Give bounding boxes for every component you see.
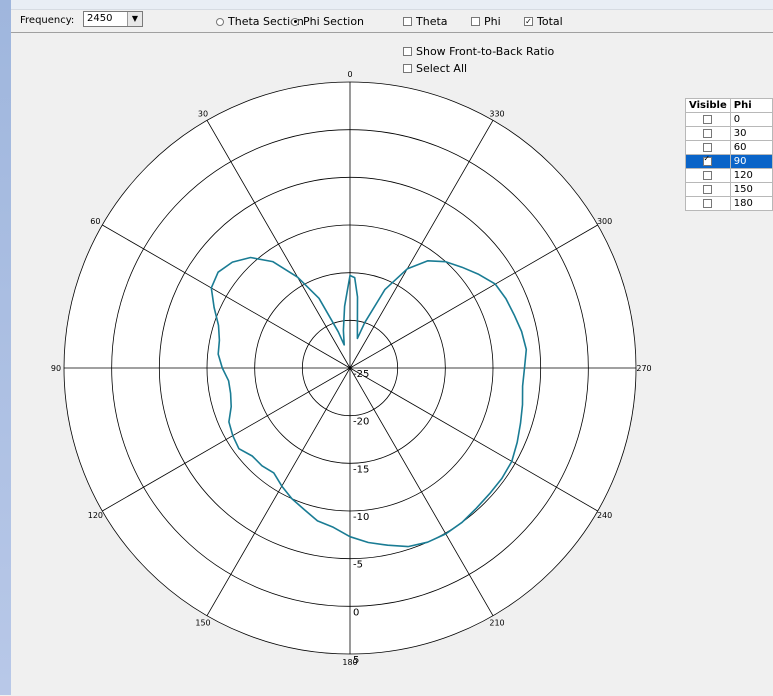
- checkbox-checked-icon[interactable]: [703, 154, 713, 166]
- checkbox-icon: [403, 47, 412, 56]
- phi-checkbox[interactable]: Phi: [471, 15, 501, 28]
- radio-selected-icon: [291, 17, 299, 26]
- checkbox-icon[interactable]: [703, 170, 713, 180]
- visible-cell[interactable]: [685, 154, 731, 169]
- top-edge: [11, 0, 773, 10]
- phi-value-cell: 30: [729, 126, 773, 141]
- angle-tick-label: 240: [597, 511, 612, 520]
- phi-value-cell: 180: [729, 196, 773, 211]
- pattern-series-line: [210, 256, 528, 548]
- total-label: Total: [537, 15, 563, 28]
- angle-tick-label: 270: [636, 364, 651, 373]
- angle-tick-label: 120: [88, 511, 103, 520]
- angular-grid-spoke: [349, 367, 494, 616]
- radial-tick-label: -15: [353, 464, 369, 475]
- angle-tick-label: 0: [347, 70, 352, 79]
- angle-tick-label: 60: [90, 217, 100, 226]
- phi-value-cell: 90: [729, 154, 773, 169]
- checkbox-icon[interactable]: [703, 184, 713, 194]
- radial-tick-label: -20: [353, 417, 369, 428]
- angle-tick-label: 30: [198, 109, 208, 118]
- theta-section-label: Theta Section: [228, 15, 304, 28]
- front-to-back-label: Show Front-to-Back Ratio: [416, 45, 555, 58]
- phi-label: Phi: [484, 15, 501, 28]
- angular-grid-spoke: [102, 367, 351, 512]
- frequency-select[interactable]: 2450 ▼: [83, 11, 143, 27]
- phi-table-row[interactable]: 90: [685, 154, 773, 169]
- checkbox-icon[interactable]: [703, 142, 713, 152]
- front-to-back-checkbox[interactable]: Show Front-to-Back Ratio: [403, 45, 554, 58]
- phi-section-radio[interactable]: Phi Section: [291, 15, 364, 28]
- angular-grid-spoke: [349, 367, 598, 512]
- frequency-value: 2450: [87, 13, 113, 24]
- theta-section-radio[interactable]: Theta Section: [216, 15, 304, 28]
- select-all-checkbox[interactable]: Select All: [403, 62, 467, 75]
- angle-tick-label: 90: [51, 364, 61, 373]
- angular-grid-spoke: [206, 120, 351, 369]
- phi-table-row[interactable]: 0: [685, 112, 773, 127]
- total-checkbox[interactable]: ✓ Total: [524, 15, 563, 28]
- window-side-strip: [0, 0, 11, 695]
- radio-icon: [216, 17, 224, 26]
- phi-value-cell: 120: [729, 168, 773, 183]
- angular-grid-spoke: [349, 224, 598, 369]
- checkbox-checked-icon: ✓: [524, 17, 533, 26]
- angle-tick-label: 330: [489, 109, 504, 118]
- visible-column-header: Visible: [685, 98, 731, 113]
- angle-tick-label: 150: [195, 619, 210, 628]
- checkbox-icon: [471, 17, 480, 26]
- checkbox-icon[interactable]: [703, 114, 713, 124]
- radial-tick-label: -10: [353, 512, 369, 523]
- checkbox-icon[interactable]: [703, 198, 713, 208]
- angle-tick-label: 300: [597, 217, 612, 226]
- checkbox-icon: [403, 17, 412, 26]
- radial-tick-label: 5: [353, 655, 359, 666]
- radial-tick-label: -5: [353, 560, 363, 571]
- angular-grid-spoke: [102, 224, 351, 369]
- angular-grid-spoke: [206, 367, 351, 616]
- visible-cell[interactable]: [685, 196, 731, 211]
- angle-tick-label: 180: [342, 658, 357, 667]
- phi-table-row[interactable]: 180: [685, 196, 773, 211]
- select-all-label: Select All: [416, 62, 468, 75]
- checkbox-icon: [403, 64, 412, 73]
- theta-checkbox[interactable]: Theta: [403, 15, 448, 28]
- toolbar: Frequency: 2450 ▼ Theta Section Phi Sect…: [11, 9, 773, 33]
- angular-grid-spoke: [349, 120, 494, 369]
- checkbox-icon[interactable]: [703, 128, 713, 138]
- frequency-label: Frequency:: [20, 15, 75, 26]
- theta-label: Theta: [416, 15, 448, 28]
- angle-tick-label: 210: [489, 619, 504, 628]
- radial-tick-label: -25: [353, 369, 369, 380]
- chevron-down-icon[interactable]: ▼: [127, 12, 142, 26]
- phi-section-label: Phi Section: [303, 15, 365, 28]
- radial-tick-label: 0: [353, 607, 359, 618]
